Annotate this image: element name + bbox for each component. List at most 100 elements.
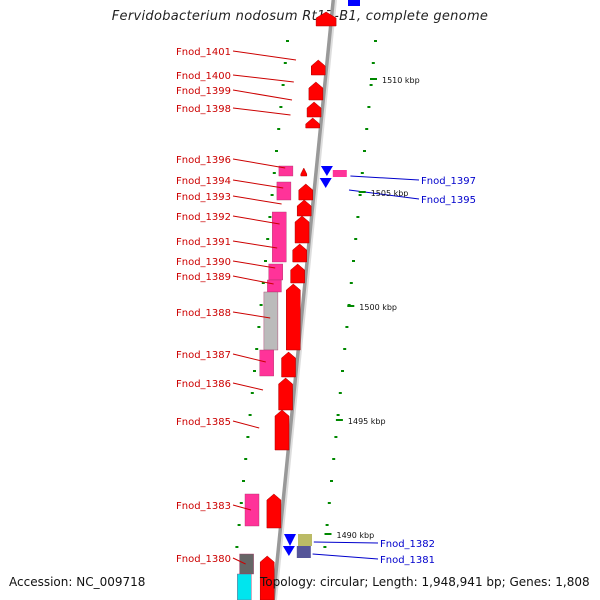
forward-gene-arrow <box>298 183 314 201</box>
forward-gene-arrow <box>315 11 337 27</box>
forward-gene-arrow <box>292 243 307 263</box>
gene-leader-line <box>232 50 297 61</box>
scale-dot <box>281 84 285 86</box>
forward-gene-arrow <box>296 199 312 217</box>
gene-leader-line <box>313 541 379 544</box>
gene-label-fnod_1383: Fnod_1383 <box>176 501 231 512</box>
reverse-gene-arrow <box>319 178 332 188</box>
scale-dot <box>244 458 248 460</box>
scale-major-tick <box>347 305 355 307</box>
forward-gene-arrow <box>300 167 308 177</box>
scale-dot <box>283 62 287 64</box>
reverse-gene-arrow <box>282 546 295 556</box>
scale-dot <box>275 150 278 152</box>
gene-leader-line <box>350 175 420 181</box>
scale-ticks <box>235 40 377 548</box>
forward-gene-arrow <box>266 493 282 529</box>
scale-dot <box>338 392 342 394</box>
cds-bar <box>272 211 287 263</box>
scale-dot <box>360 172 364 174</box>
cds-bar <box>278 165 294 177</box>
gene-leader-line <box>232 240 278 249</box>
gene-track <box>259 0 360 600</box>
gene-leader-line <box>232 158 286 169</box>
scale-dot <box>242 480 245 482</box>
scale-dot <box>349 282 353 284</box>
scale-dot <box>264 260 267 262</box>
scale-dot <box>327 502 331 504</box>
scale-dot <box>250 392 254 394</box>
reverse-gene-arrow <box>284 534 296 546</box>
gene-label-fnod_1394: Fnod_1394 <box>176 176 231 187</box>
scale-dot <box>268 216 272 218</box>
scale-dot <box>270 194 274 196</box>
scale-dot <box>255 348 259 350</box>
cds-bar <box>276 181 292 201</box>
scale-major-tick <box>370 78 377 80</box>
forward-gene-arrow <box>274 409 290 451</box>
forward-gene-arrow <box>286 283 301 351</box>
genome-title: Fervidobacterium nodosum Rt17-B1, comple… <box>111 9 489 24</box>
scale-label: 1500 kbp <box>359 303 397 312</box>
scale-dot <box>266 238 270 240</box>
scale-dot <box>374 40 377 42</box>
gene-leader-line <box>232 195 282 205</box>
gene-label-fnod_1393: Fnod_1393 <box>176 192 231 203</box>
gene-labels: Fnod_1401 Fnod_1400 Fnod_1399 Fnod_1398 Fnod… <box>176 47 476 566</box>
scale-major-tick <box>358 191 366 193</box>
scale-dot <box>330 480 333 482</box>
gene-label-fnod_1386: Fnod_1386 <box>176 379 231 390</box>
scale-major-tick <box>335 419 343 421</box>
scale-label: 1490 kbp <box>337 531 375 540</box>
gene-label-fnod_1401: Fnod_1401 <box>176 47 231 58</box>
scale-dot <box>334 436 338 438</box>
gene-leader-line <box>232 74 294 83</box>
gene-label-fnod_1388: Fnod_1388 <box>176 308 231 319</box>
gene-label-fnod_1398: Fnod_1398 <box>176 104 231 115</box>
forward-gene-arrow <box>259 555 275 600</box>
gene-label-fnod_1381: Fnod_1381 <box>380 555 435 566</box>
gene-label-fnod_1395: Fnod_1395 <box>421 195 476 206</box>
scale-dot <box>371 62 375 64</box>
cds-bar <box>267 279 282 293</box>
scale-dot <box>332 458 336 460</box>
gene-label-fnod_1396: Fnod_1396 <box>176 155 231 166</box>
scale-label: 1495 kbp <box>348 417 386 426</box>
gene-leader-line <box>232 504 252 511</box>
accession-label: Accession: NC_009718 <box>9 575 146 589</box>
scale-dot <box>253 370 256 372</box>
scale-dot <box>341 370 344 372</box>
gene-label-fnod_1387: Fnod_1387 <box>176 350 231 361</box>
scale-dot <box>239 502 243 504</box>
cds-bar <box>237 573 252 600</box>
gene-label-fnod_1392: Fnod_1392 <box>176 212 231 223</box>
forward-gene-arrow <box>306 101 322 118</box>
backbone-line <box>271 0 337 600</box>
forward-gene-arrow <box>305 117 320 129</box>
gene-label-fnod_1400: Fnod_1400 <box>176 71 231 82</box>
gene-leader-line <box>232 260 276 269</box>
gene-leader-line <box>232 89 293 101</box>
backbone-highlight <box>275 0 337 600</box>
scale-dot <box>235 546 239 548</box>
cds-bar <box>268 263 283 281</box>
forward-gene-arrow <box>290 263 305 284</box>
scale-dot <box>367 106 371 108</box>
scale-dot <box>286 40 289 42</box>
gene-label-fnod_1380: Fnod_1380 <box>176 554 231 565</box>
scale-dot <box>365 128 369 130</box>
reverse-cds-box <box>332 170 347 177</box>
reverse-cds-box <box>296 546 311 558</box>
gene-label-fnod_1390: Fnod_1390 <box>176 257 231 268</box>
scale-dot <box>358 194 362 196</box>
gene-leader-line <box>232 382 264 391</box>
scale-major-tick <box>324 533 332 535</box>
scale-label: 1505 kbp <box>371 189 409 198</box>
gene-label-fnod_1382: Fnod_1382 <box>380 539 435 550</box>
gene-label-fnod_1397: Fnod_1397 <box>421 176 476 187</box>
scale-dot <box>356 216 360 218</box>
scale-dot <box>279 106 283 108</box>
scale-dot <box>246 436 250 438</box>
scale-dot <box>272 172 276 174</box>
